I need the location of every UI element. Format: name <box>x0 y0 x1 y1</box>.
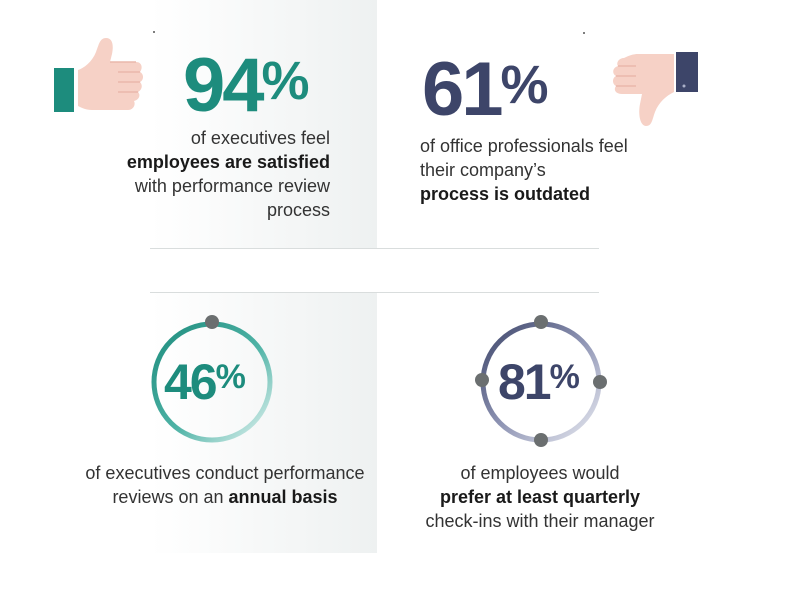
ring-marker-dot <box>593 375 607 389</box>
caption-text: with performance review process <box>134 176 330 220</box>
caption-bold: employees are satisfied <box>126 152 330 172</box>
divider-line-bottom <box>150 292 599 293</box>
divider-band <box>0 249 800 292</box>
caption-text: of office professionals feel their compa… <box>420 136 628 180</box>
stat-value: 46 <box>164 354 218 410</box>
percent-sign: % <box>215 358 246 396</box>
thumbs-down-icon <box>613 52 698 126</box>
stat-value: 61 <box>422 47 504 132</box>
stat-46-value: 46% <box>164 357 246 407</box>
percent-sign: % <box>549 358 580 396</box>
stat-61-value: 61% <box>422 52 549 128</box>
stat-61-caption: of office professionals feel their compa… <box>420 134 660 206</box>
percent-sign: % <box>261 51 310 111</box>
annual-ring-icon <box>151 315 273 443</box>
stat-94-value: 94% <box>183 48 310 124</box>
caption-text: of executives conduct performance review… <box>85 463 365 507</box>
thumbs-up-icon <box>54 38 143 112</box>
ring-marker-dot <box>205 315 219 329</box>
stat-value: 81 <box>498 354 552 410</box>
caption-bold: prefer at least quarterly <box>439 487 641 507</box>
stat-value: 94 <box>183 43 265 128</box>
quarterly-ring-icon <box>475 315 607 447</box>
divider-line-top <box>150 248 599 249</box>
caption-bold: annual basis <box>228 487 338 507</box>
caption-bold: process is outdated <box>420 184 591 204</box>
stat-94-caption: of executives feel employees are satisfi… <box>110 126 330 222</box>
stat-46-caption: of executives conduct performance review… <box>80 461 370 509</box>
stat-81-caption: of employees would prefer at least quart… <box>395 461 685 533</box>
caption-text: check-ins with their manager <box>425 511 655 531</box>
tiny-dot <box>153 31 155 33</box>
ring-marker-dot <box>534 433 548 447</box>
stat-81-value: 81% <box>498 357 580 407</box>
caption-text: of executives feel <box>190 128 330 148</box>
ring-marker-dot <box>475 373 489 387</box>
percent-sign: % <box>500 55 549 115</box>
tiny-dot <box>583 32 585 34</box>
ring-marker-dot <box>534 315 548 329</box>
caption-text: of employees would <box>460 463 620 483</box>
